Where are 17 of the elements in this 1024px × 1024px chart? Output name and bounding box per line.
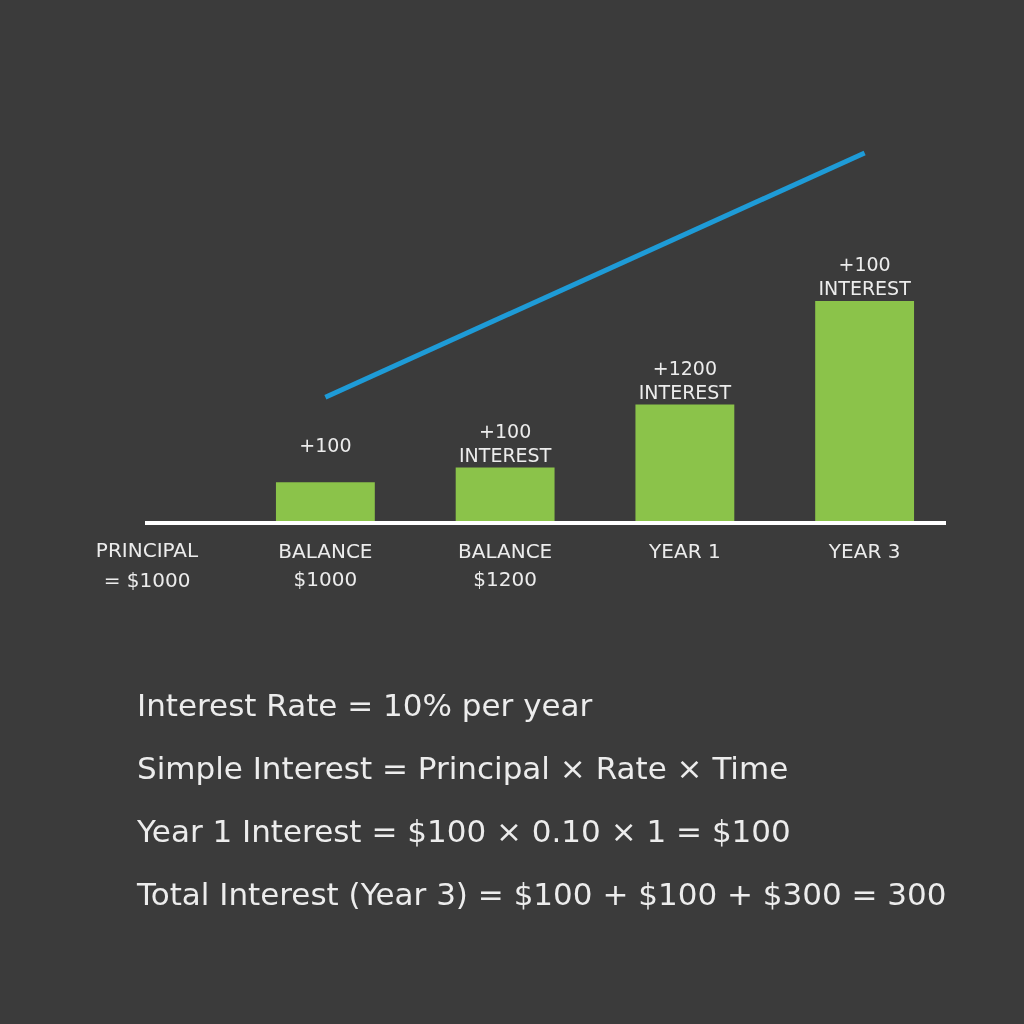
text: Simple Interest = Principal × Rate × Time: [137, 750, 789, 786]
x-tick-label: YEAR 1: [648, 538, 721, 563]
annotation: +1200 INTEREST: [638, 356, 732, 403]
x-tick-label: YEAR 3: [827, 538, 901, 563]
text: PRINCIPAL = $1000: [95, 538, 199, 592]
bar: [815, 301, 915, 523]
bar: [635, 404, 735, 523]
annotation: +100 INTEREST: [458, 419, 552, 466]
x-tick-label: BALANCE $1000: [278, 538, 373, 591]
annotation: +100 INTEREST: [818, 253, 912, 299]
bar: [275, 482, 375, 523]
x-tick-label: BALANCE $1200: [458, 538, 553, 591]
annotation: +100: [299, 434, 352, 457]
text: Total Interest (Year 3) = $100 + $100 + $300 = 300: [136, 876, 947, 912]
text: Year 1 Interest = $100 × 0.10 × 1 = $100: [136, 813, 791, 849]
bar: [455, 467, 555, 523]
text: Interest Rate = 10% per year: [137, 687, 593, 723]
